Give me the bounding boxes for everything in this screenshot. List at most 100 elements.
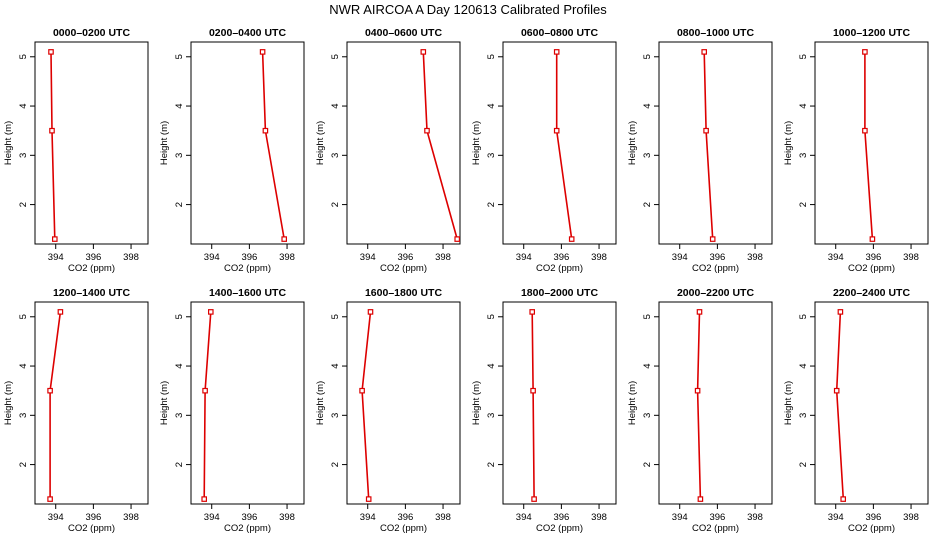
y-tick-label: 5: [330, 314, 341, 319]
x-tick-label: 394: [204, 252, 220, 263]
y-tick-label: 4: [330, 363, 341, 368]
x-axis-label: CO2 (ppm): [536, 523, 583, 534]
data-point: [48, 49, 54, 55]
x-tick-label: 398: [591, 252, 607, 263]
panel-title: 0600–0800 UTC: [521, 27, 598, 39]
y-tick-label: 4: [174, 363, 185, 368]
x-tick-label: 398: [903, 252, 919, 263]
data-point: [420, 49, 427, 55]
data-point: [202, 387, 208, 394]
y-tick-label: 5: [18, 54, 29, 59]
y-tick-label: 3: [174, 153, 185, 158]
y-tick-label: 2: [330, 462, 341, 467]
data-point: [697, 496, 704, 502]
y-tick-label: 2: [330, 202, 341, 207]
x-axis-label: CO2 (ppm): [692, 523, 739, 534]
y-tick-label: 4: [798, 103, 809, 108]
panel-title: 0800–1000 UTC: [677, 27, 754, 39]
data-point: [259, 49, 266, 55]
y-tick-label: 2: [642, 202, 653, 207]
data-point: [701, 49, 708, 55]
x-axis-label: CO2 (ppm): [224, 523, 271, 534]
y-tick-label: 5: [642, 314, 653, 319]
x-tick-label: 394: [48, 512, 64, 523]
data-point: [454, 236, 461, 242]
x-tick-label: 398: [435, 512, 451, 523]
y-tick-label: 4: [174, 103, 185, 108]
panel-title: 1400–1600 UTC: [209, 287, 286, 299]
y-tick-label: 5: [174, 54, 185, 59]
y-tick-label: 2: [18, 462, 29, 467]
y-axis-label: Height (m): [159, 121, 170, 165]
y-tick-label: 4: [486, 363, 497, 368]
y-axis-label: Height (m): [3, 381, 14, 425]
plot-frame: [814, 41, 929, 245]
y-tick-label: 5: [798, 54, 809, 59]
data-point: [359, 387, 365, 394]
y-axis-label: Height (m): [159, 381, 170, 425]
plot-frame: [814, 301, 929, 505]
panel-title: 1800–2000 UTC: [521, 287, 598, 299]
y-axis-label: Height (m): [783, 121, 794, 165]
y-axis-label: Height (m): [3, 121, 14, 165]
data-point: [208, 309, 214, 315]
panel-grid: 0000–0200 UTC 394 396 398 2 3 4 5 CO2 (ppm) Heigh…: [3, 27, 929, 534]
data-point: [869, 236, 876, 242]
x-tick-label: 396: [241, 512, 257, 523]
panel-title: 1000–1200 UTC: [833, 27, 910, 39]
x-tick-label: 398: [435, 252, 451, 263]
profile-line: [531, 311, 535, 500]
y-axis-label: Height (m): [627, 381, 638, 425]
x-tick-label: 398: [123, 512, 139, 523]
x-axis-label: CO2 (ppm): [380, 263, 427, 274]
data-point: [553, 127, 560, 134]
x-tick-label: 398: [747, 512, 763, 523]
y-tick-label: 2: [174, 202, 185, 207]
x-tick-label: 394: [360, 512, 376, 523]
plot-frame: [34, 41, 149, 245]
y-tick-label: 3: [642, 413, 653, 418]
data-point: [553, 49, 560, 55]
data-point: [51, 236, 58, 242]
data-point: [862, 49, 868, 55]
y-axis-label: Height (m): [471, 121, 482, 165]
x-tick-label: 398: [279, 512, 295, 523]
x-axis-label: CO2 (ppm): [68, 263, 115, 274]
x-tick-label: 396: [865, 252, 881, 263]
y-tick-label: 3: [330, 153, 341, 158]
data-point: [840, 496, 847, 502]
y-tick-label: 5: [642, 54, 653, 59]
plot-frame: [658, 41, 773, 245]
data-point: [57, 309, 64, 315]
x-tick-label: 394: [672, 512, 688, 523]
x-tick-label: 396: [865, 512, 881, 523]
y-tick-label: 2: [798, 462, 809, 467]
x-tick-label: 396: [85, 252, 101, 263]
panel-3: 0400–0600 UTC 394 396 398 2 3 4 5 CO2 (ppm) Heigh…: [315, 27, 461, 274]
x-tick-label: 396: [709, 252, 725, 263]
x-axis-label: CO2 (ppm): [848, 523, 895, 534]
data-point: [262, 127, 269, 134]
panel-title: 0200–0400 UTC: [209, 27, 286, 39]
y-tick-label: 4: [486, 103, 497, 108]
x-tick-label: 398: [123, 252, 139, 263]
panel-5: 0800–1000 UTC 394 396 398 2 3 4 5 CO2 (ppm) Heigh…: [627, 27, 773, 274]
data-point: [531, 496, 537, 502]
data-point: [529, 309, 536, 315]
data-point: [424, 127, 430, 134]
data-point: [367, 309, 374, 315]
x-tick-label: 396: [709, 512, 725, 523]
y-tick-label: 3: [174, 413, 185, 418]
y-tick-label: 2: [18, 202, 29, 207]
x-tick-label: 396: [553, 252, 569, 263]
plot-frame: [346, 41, 461, 245]
profile-line: [422, 51, 458, 240]
panel-1: 0000–0200 UTC 394 396 398 2 3 4 5 CO2 (ppm) Heigh…: [3, 27, 149, 274]
data-point: [837, 309, 844, 315]
panel-title: 0000–0200 UTC: [53, 27, 130, 39]
x-tick-label: 398: [747, 252, 763, 263]
data-point: [862, 127, 868, 134]
x-axis-label: CO2 (ppm): [848, 263, 895, 274]
panel-9: 1600–1800 UTC 394 396 398 2 3 4 5 CO2 (ppm) Heigh…: [315, 287, 461, 534]
